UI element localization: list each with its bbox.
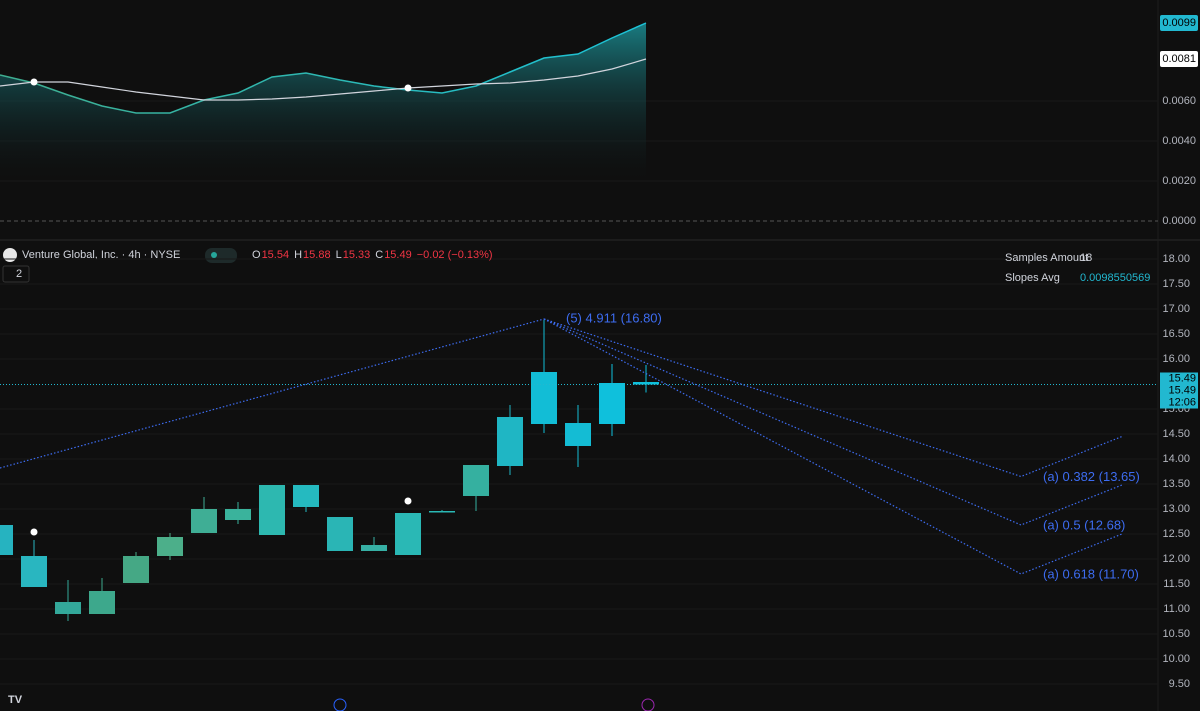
fib-label: (a) 0.382 (13.65)	[1043, 469, 1140, 484]
ohlc-key: C	[375, 249, 383, 261]
y-tick-label: 10.00	[1162, 653, 1190, 665]
ohlc-key: O	[252, 249, 261, 261]
candle-body	[327, 517, 353, 551]
candle-body	[429, 511, 455, 513]
countdown: 12:06	[1168, 396, 1196, 408]
candle-body	[633, 382, 659, 385]
fib-line	[543, 318, 1123, 526]
event-icon[interactable]	[641, 698, 655, 711]
y-tick-label: 13.50	[1162, 478, 1190, 490]
ohlc-value: 15.88	[303, 249, 331, 261]
price-label: 0.0081	[1162, 53, 1196, 65]
y-tick-label: 11.50	[1163, 578, 1190, 590]
ohlc-value: 15.33	[343, 249, 371, 261]
candle-body	[259, 485, 285, 535]
line	[0, 58, 647, 101]
ohlc-key: H	[294, 249, 302, 261]
y-tick-label: 9.50	[1169, 678, 1190, 690]
candle-body	[497, 417, 523, 466]
y-tick-label: 17.00	[1162, 303, 1190, 315]
candle-body	[395, 513, 421, 555]
event-icon[interactable]	[333, 698, 347, 711]
ohlc-key: L	[336, 249, 342, 261]
y-tick-label: 12.00	[1162, 553, 1190, 565]
change: −0.02 (−0.13%)	[417, 249, 493, 261]
logo[interactable]: TV	[8, 694, 23, 706]
candle-body	[599, 383, 625, 424]
fib-label: (a) 0.5 (12.68)	[1043, 517, 1125, 532]
candle-body	[361, 545, 387, 551]
marker-dot	[30, 78, 38, 86]
wave-label: (5) 4.911 (16.80)	[566, 310, 662, 325]
candle-body	[225, 509, 251, 520]
candle-body	[21, 556, 47, 587]
candle-body	[463, 465, 489, 496]
candle-body	[157, 537, 183, 556]
y-tick-label: 13.00	[1162, 503, 1190, 515]
y-tick-label: 12.50	[1162, 528, 1190, 540]
status-pill[interactable]	[205, 248, 237, 263]
ohlc-value: 15.54	[262, 249, 290, 261]
price-tag: 15.49	[1168, 384, 1196, 396]
wave-line	[0, 318, 545, 469]
candle-body	[55, 602, 81, 614]
price-tag-box	[1160, 372, 1198, 385]
price-label-box	[1160, 15, 1198, 31]
area-fill	[0, 23, 646, 180]
candle-body	[123, 556, 149, 583]
price-tag: 15.49	[1168, 372, 1196, 384]
candle-body	[0, 525, 13, 555]
marker-dot	[30, 528, 38, 536]
y-tick-label: 16.00	[1162, 353, 1190, 365]
candle-body	[293, 485, 319, 507]
badge[interactable]: 2	[16, 268, 22, 280]
countdown-box	[1160, 396, 1198, 409]
y-tick-label: 0.0000	[1162, 215, 1196, 227]
badge-box[interactable]	[2, 265, 30, 283]
table-value: 0.0098550569	[1080, 272, 1150, 284]
y-tick-label: 0.0020	[1162, 175, 1196, 187]
y-tick-label: 10.50	[1162, 628, 1190, 640]
y-tick-label: 11.00	[1163, 603, 1190, 615]
status-dot	[211, 252, 217, 258]
price-label: 0.0099	[1162, 17, 1196, 29]
fib-line	[543, 318, 1123, 575]
marker-dot	[404, 84, 412, 92]
candle-body	[89, 591, 115, 614]
y-tick-label: 17.50	[1162, 278, 1190, 290]
y-tick-label: 0.0040	[1162, 135, 1196, 147]
table-label: Samples Amount	[1005, 252, 1088, 264]
marker-dot	[404, 497, 412, 505]
y-tick-label: 16.50	[1162, 328, 1190, 340]
table-label: Slopes Avg	[1005, 272, 1060, 284]
symbol-title[interactable]: Venture Global, Inc. · 4h · NYSE	[22, 249, 180, 261]
candle-body	[531, 372, 557, 424]
area-line	[0, 22, 647, 114]
table-value: 18	[1080, 252, 1092, 264]
price-label-box	[1160, 51, 1198, 67]
y-tick-label: 18.00	[1162, 253, 1190, 265]
y-tick-label: 0.0060	[1162, 95, 1196, 107]
price-tag-box	[1160, 384, 1198, 397]
y-tick-label: 14.00	[1162, 453, 1190, 465]
y-tick-label: 14.50	[1162, 428, 1190, 440]
ohlc-value: 15.49	[384, 249, 412, 261]
fib-label: (a) 0.618 (11.70)	[1043, 566, 1139, 581]
candle-body	[191, 509, 217, 533]
fib-line	[543, 318, 1123, 478]
candle-body	[565, 423, 591, 446]
symbol-logo[interactable]	[3, 248, 17, 262]
